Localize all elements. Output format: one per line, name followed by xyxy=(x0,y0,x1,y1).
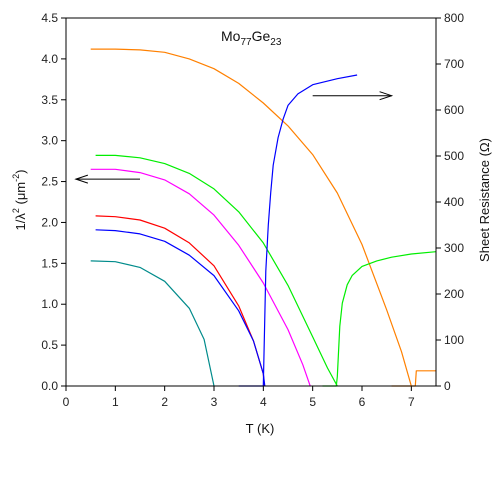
ticks-layer: 0 1 2 3 4 5 6 70.00.51.01.52.02.53.03.54.04.501… xyxy=(41,11,464,409)
y-right-tick-label: 600 xyxy=(444,103,464,117)
chart-title-sub-1: 77 xyxy=(240,37,252,48)
y-left-title-sup-1: 2 xyxy=(11,208,21,213)
x-tick-label: 6 xyxy=(359,395,366,409)
series-line-5-left xyxy=(90,260,215,387)
y-left-tick-label: 2.5 xyxy=(41,175,58,189)
y-left-title-post: ) xyxy=(13,170,28,174)
series-line-4-left xyxy=(95,229,266,387)
y-left-title-sup-2: -2 xyxy=(11,174,21,182)
series-line-6-right xyxy=(238,74,358,387)
y-right-tick-label: 200 xyxy=(444,287,464,301)
y-right-tick-label: 500 xyxy=(444,149,464,163)
y-left-title-mid: (μm xyxy=(13,182,28,208)
y-left-tick-label: 3.0 xyxy=(41,134,58,148)
series-line-7-right xyxy=(322,251,437,387)
y-right-tick-label: 100 xyxy=(444,333,464,347)
y-right-tick-label: 300 xyxy=(444,241,464,255)
x-tick-label: 4 xyxy=(260,395,267,409)
y-left-tick-label: 1.0 xyxy=(41,297,58,311)
chart-title-base-1: Mo xyxy=(221,28,241,44)
y-right-tick-label: 700 xyxy=(444,57,464,71)
x-tick-label: 3 xyxy=(211,395,218,409)
y-left-title-pre: 1/λ xyxy=(13,213,28,231)
plot-frame xyxy=(65,17,437,387)
y-left-tick-label: 4.5 xyxy=(41,11,58,25)
annotation-arrow-left xyxy=(74,174,140,184)
x-tick-label: 0 xyxy=(63,395,70,409)
series-line-1-left xyxy=(95,154,338,387)
y-left-tick-label: 4.0 xyxy=(41,52,58,66)
chart-title-sub-2: 23 xyxy=(270,37,282,48)
y-left-tick-label: 3.5 xyxy=(41,93,58,107)
arrows-layer xyxy=(74,91,394,184)
y-right-tick-label: 800 xyxy=(444,11,464,25)
y-left-axis-title: 1/λ2 (μm-2) xyxy=(11,170,28,231)
y-left-tick-label: 1.5 xyxy=(41,256,58,270)
x-tick-label: 5 xyxy=(309,395,316,409)
chart-title: Mo77Ge23 xyxy=(221,28,282,48)
y-left-tick-label: 0.0 xyxy=(41,379,58,393)
x-tick-label: 2 xyxy=(161,395,168,409)
x-axis-title: T (K) xyxy=(246,421,275,436)
series-layer xyxy=(90,48,437,387)
y-right-tick-label: 400 xyxy=(444,195,464,209)
y-right-tick-label: 0 xyxy=(444,379,451,393)
series-line-0-left xyxy=(90,48,412,387)
y-left-tick-label: 0.5 xyxy=(41,338,58,352)
series-line-2-left xyxy=(90,168,311,387)
chart-title-base-2: Ge xyxy=(252,28,271,44)
y-left-tick-label: 2.0 xyxy=(41,215,58,229)
x-tick-label: 7 xyxy=(408,395,415,409)
annotation-arrow-right xyxy=(312,91,394,101)
y-right-axis-title: Sheet Resistance (Ω) xyxy=(477,138,492,262)
x-tick-label: 1 xyxy=(112,395,119,409)
